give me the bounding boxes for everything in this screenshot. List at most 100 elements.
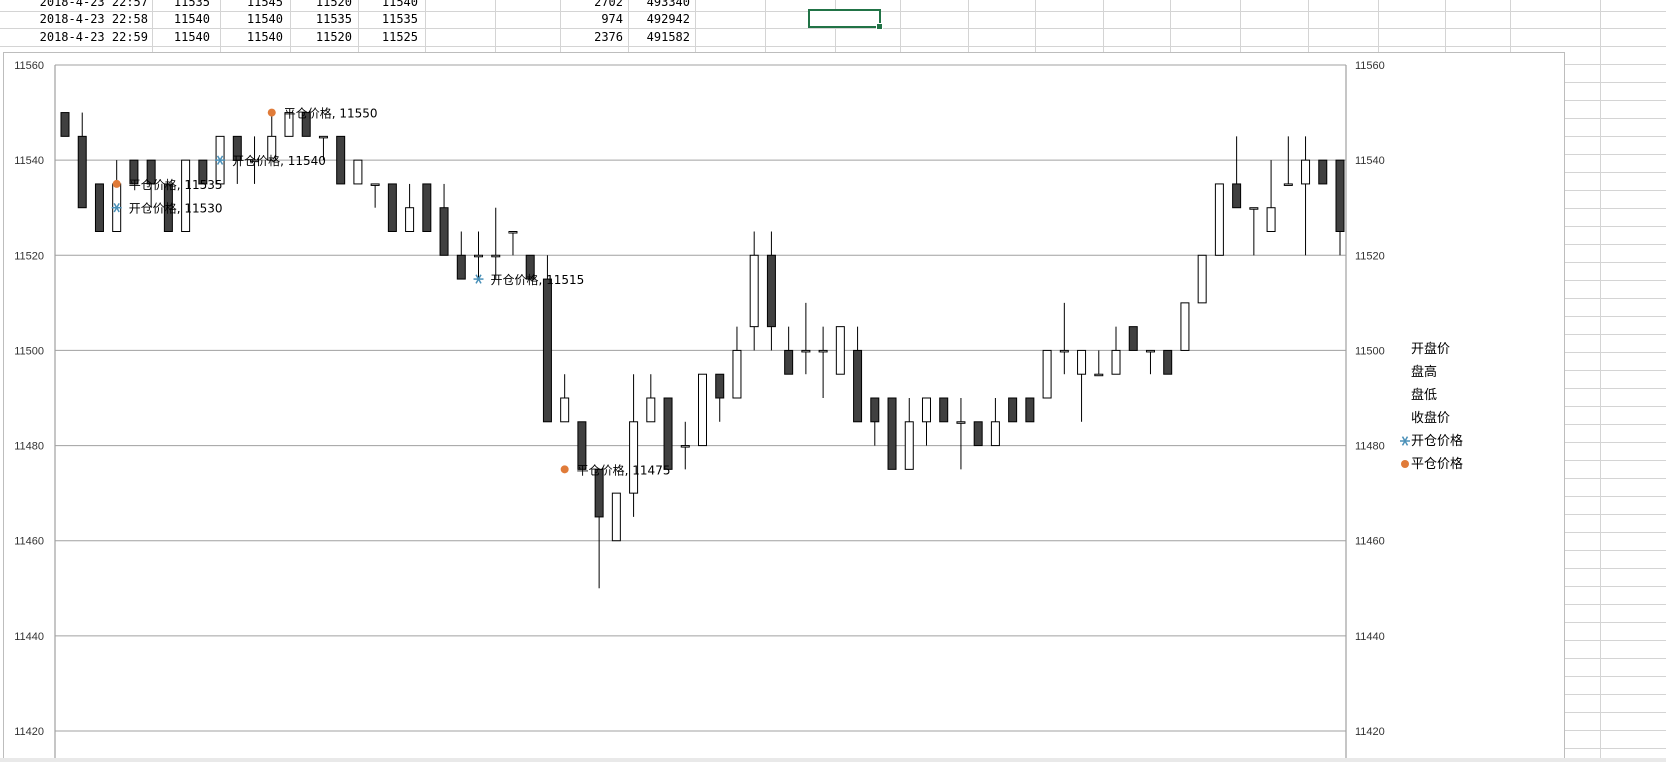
candle-body-up (353, 159, 363, 185)
candle-body-down (439, 207, 449, 256)
candle-body-down (870, 397, 880, 423)
cell-open-interest[interactable]: 492942 (646, 12, 690, 26)
legend-item-label: 开盘价 (1411, 341, 1450, 357)
sheet-row-gridline (1565, 748, 1666, 749)
open-position-label: 开仓价格, 11540 (232, 153, 326, 168)
candlestick-chart[interactable]: 11560 11560 11540 11540 11520 11520 11500 11500… (4, 53, 1564, 761)
candle-body-down (853, 349, 863, 423)
sheet-column-gridline (560, 0, 561, 52)
asterisk-stroke (475, 274, 482, 284)
candle-body-down (542, 278, 552, 423)
legend-close-position-icon (1401, 460, 1409, 468)
sheet-column-gridline (1035, 0, 1036, 52)
cell-high[interactable]: 11540 (246, 30, 283, 44)
sheet-row-gridline (1565, 226, 1666, 227)
candle-body-down (1232, 183, 1242, 209)
open-position-marker (215, 155, 226, 165)
candle-body-up (956, 421, 966, 424)
candle-body-down (1163, 349, 1173, 375)
cell-close[interactable]: 11525 (381, 30, 418, 44)
cell-volume[interactable]: 974 (601, 12, 623, 26)
sheet-tab-bar[interactable] (0, 758, 1666, 762)
candle-body-up (267, 135, 277, 161)
sheet-row-gridline (1565, 550, 1666, 551)
candle-body-down (456, 254, 466, 280)
candle-body-up (250, 159, 260, 163)
sheet-row-gridline (1565, 280, 1666, 281)
close-position-label: 平仓价格, 11550 (284, 106, 378, 121)
close-position-marker (267, 108, 276, 117)
cell-low[interactable]: 11520 (315, 30, 352, 44)
sheet-row-gridline (1565, 586, 1666, 587)
y-tick-label-left: 11420 (14, 726, 44, 738)
cell-open[interactable]: 11540 (173, 12, 210, 26)
sheet-column-gridline (695, 0, 696, 52)
sheet-column-gridline (1103, 0, 1104, 52)
legend-item-label: 收盘价 (1411, 410, 1450, 426)
cell-low[interactable]: 11520 (315, 0, 352, 9)
candle-body-up (611, 492, 621, 542)
cell-open[interactable]: 11535 (173, 0, 210, 9)
candle-body-down (525, 254, 535, 280)
sheet-row-gridline (1565, 334, 1666, 335)
candle-body-down (887, 397, 897, 470)
chart-object[interactable]: 11560 11560 11540 11540 11520 11520 11500 11500… (3, 52, 1565, 762)
asterisk-stroke (216, 155, 224, 165)
candle-body-up (508, 231, 518, 234)
open-position-marker (111, 203, 122, 213)
asterisk-stroke (1401, 436, 1409, 446)
candle-body-up (1266, 207, 1276, 232)
candle-body-up (1094, 373, 1104, 377)
candle-body-up (1283, 183, 1293, 186)
candle-body-up (646, 397, 656, 423)
sheet-column-gridline (290, 0, 291, 52)
sheet-column-gridline (968, 0, 969, 52)
cell-datetime[interactable]: 2018-4-23 22:57 (39, 0, 148, 9)
sheet-column-gridline (628, 0, 629, 52)
legend-item-label: 盘高 (1411, 364, 1437, 380)
sheet-row-gridline (1565, 262, 1666, 263)
cell-high[interactable]: 11545 (246, 0, 283, 9)
sheet-column-gridline (1600, 0, 1601, 762)
legend-item-label: 平仓价格 (1411, 456, 1463, 472)
cell-open[interactable]: 11540 (173, 30, 210, 44)
sheet-column-gridline (765, 0, 766, 52)
cell-datetime[interactable]: 2018-4-23 22:58 (39, 12, 148, 26)
candle-body-up (405, 207, 415, 232)
sheet-row-gridline (1565, 82, 1666, 83)
candle-body-up (1111, 349, 1121, 375)
cell-open-interest[interactable]: 491582 (646, 30, 690, 44)
candle-body-down (1335, 159, 1345, 232)
y-tick-label-right: 11500 (1355, 345, 1385, 357)
close-position-marker (112, 179, 121, 188)
cell-low[interactable]: 11535 (315, 12, 352, 26)
active-cell-selection[interactable] (808, 9, 883, 30)
sheet-row-gridline (1565, 460, 1666, 461)
candle-body-up (698, 373, 707, 447)
sheet-row-gridline (0, 46, 1666, 47)
sheet-row-gridline (1565, 568, 1666, 569)
cell-volume[interactable]: 2376 (594, 30, 623, 44)
cell-high[interactable]: 11540 (246, 12, 283, 26)
cell-close[interactable]: 11535 (381, 12, 418, 26)
sheet-column-gridline (900, 0, 901, 52)
sheet-row-gridline (1565, 208, 1666, 209)
candle-body-up (749, 254, 759, 328)
sheet-row-gridline (1565, 370, 1666, 371)
cell-close[interactable]: 11540 (381, 0, 418, 9)
candle-body-up (629, 421, 639, 494)
candle-body-up (1042, 349, 1052, 399)
sheet-row-gridline (1565, 172, 1666, 173)
sheet-row-gridline (1565, 100, 1666, 101)
candle-body-down (146, 159, 156, 185)
legend-item-label: 开仓价格 (1411, 433, 1463, 449)
cell-volume[interactable]: 2702 (594, 0, 623, 9)
sheet-row-gridline (1565, 478, 1666, 479)
candle-body-down (1025, 397, 1035, 423)
candle-body-down (784, 349, 794, 375)
sheet-row-gridline (1565, 352, 1666, 353)
cell-open-interest[interactable]: 493340 (646, 0, 690, 9)
cell-datetime[interactable]: 2018-4-23 22:59 (39, 30, 148, 44)
sheet-row-gridline (1565, 712, 1666, 713)
candle-body-up (1077, 349, 1087, 375)
